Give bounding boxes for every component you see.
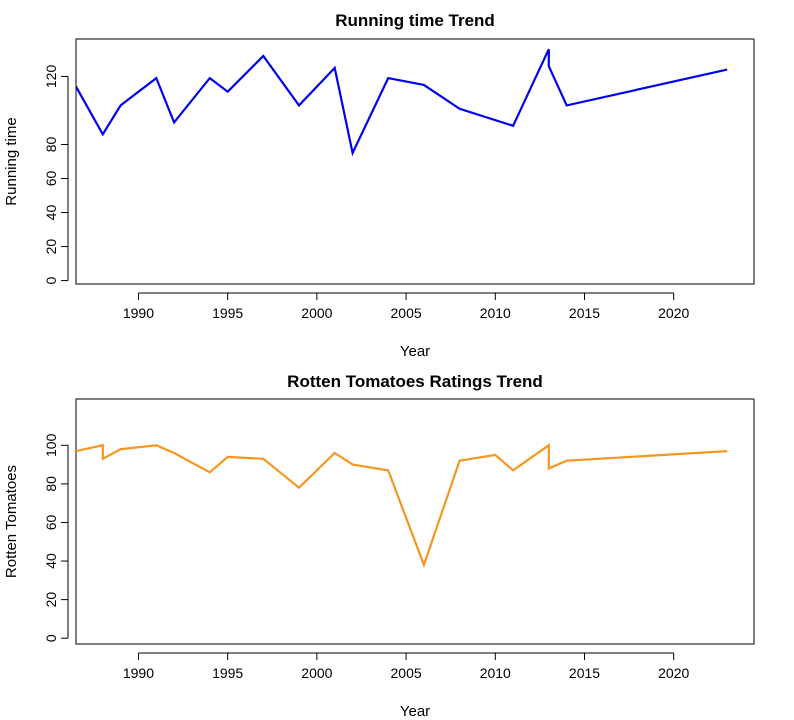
running-time-y-tick-label: 20: [43, 239, 59, 255]
rotten-tomatoes-x-tick-label: 1995: [212, 665, 243, 681]
running-time-y-axis-label: Running time: [3, 117, 20, 205]
running-time-panel: Running time Trend Year Running time 1990 19…: [3, 11, 755, 360]
running-time-x-tick-label: 2020: [658, 305, 689, 321]
rotten-tomatoes-x-tick-label: 2020: [658, 665, 689, 681]
rotten-tomatoes-y-tick-label: 40: [43, 553, 59, 569]
running-time-plot-frame: [75, 38, 755, 285]
rotten-tomatoes-x-tick-label: 2000: [301, 665, 332, 681]
running-time-x-tick-label: 2000: [301, 305, 332, 321]
running-time-y-tick-label: 40: [43, 205, 59, 221]
running-time-chart-title: Running time Trend: [335, 11, 495, 30]
rotten-tomatoes-y-tick-label: 80: [43, 476, 59, 492]
rotten-tomatoes-x-axis-label: Year: [400, 703, 430, 720]
rotten-tomatoes-chart-title: Rotten Tomatoes Ratings Trend: [287, 372, 543, 391]
running-time-y-tick-label: 80: [43, 136, 59, 152]
running-time-x-tick-label: 2010: [480, 305, 511, 321]
rotten-tomatoes-series-line: [76, 443, 728, 569]
rotten-tomatoes-y-tick-label: 20: [43, 592, 59, 608]
rotten-tomatoes-y-tick-label: 100: [43, 433, 59, 457]
running-time-y-tick-label: 0: [43, 276, 59, 284]
rotten-tomatoes-y-axis-label: Rotten Tomatoes: [3, 465, 20, 578]
rotten-tomatoes-x-tick-label: 2010: [480, 665, 511, 681]
running-time-x-tick-label: 1990: [123, 305, 154, 321]
running-time-series-line: [76, 48, 728, 157]
running-time-y-tick-label: 60: [43, 171, 59, 187]
running-time-y-tick-label: 120: [43, 65, 59, 89]
running-time-x-tick-label: 2015: [569, 305, 600, 321]
running-time-x-tick-label: 1995: [212, 305, 243, 321]
running-time-x-tick-label: 2005: [391, 305, 422, 321]
rotten-tomatoes-plot-frame: [75, 398, 755, 645]
rotten-tomatoes-y-tick-label: 60: [43, 514, 59, 530]
rotten-tomatoes-panel: Rotten Tomatoes Ratings Trend Year Rotten …: [3, 372, 755, 720]
rotten-tomatoes-x-tick-label: 2015: [569, 665, 600, 681]
rotten-tomatoes-x-tick-label: 2005: [391, 665, 422, 681]
running-time-x-axis-label: Year: [400, 343, 430, 360]
rotten-tomatoes-x-tick-label: 1990: [123, 665, 154, 681]
rotten-tomatoes-y-tick-label: 0: [43, 634, 59, 642]
